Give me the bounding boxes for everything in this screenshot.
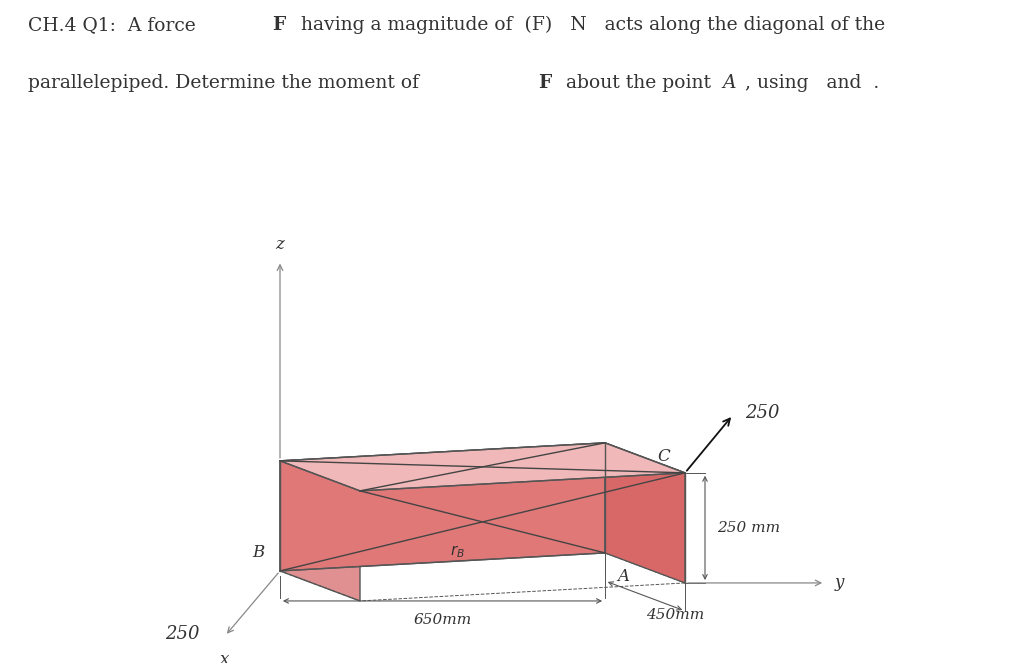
Text: about the point: about the point [560,74,717,92]
Polygon shape [280,443,605,571]
Text: A: A [722,74,736,92]
Text: having a magnitude of  (F)   N   acts along the diagonal of the: having a magnitude of (F) N acts along t… [295,16,885,34]
Text: B: B [252,544,265,561]
Polygon shape [605,443,685,583]
Text: 250: 250 [745,404,780,422]
Text: 650mm: 650mm [413,613,471,627]
Text: $r_B$: $r_B$ [450,544,465,560]
Text: A: A [617,568,629,585]
Text: parallelepiped. Determine the moment of: parallelepiped. Determine the moment of [28,74,425,92]
Text: 250: 250 [166,625,200,643]
Text: F: F [538,74,551,92]
Text: , using   and  .: , using and . [745,74,879,92]
Polygon shape [280,443,685,491]
Text: 450mm: 450mm [646,608,704,622]
Text: 250 mm: 250 mm [717,521,780,535]
Text: y: y [835,574,844,591]
Text: F: F [272,16,285,34]
Polygon shape [280,461,360,601]
Text: C: C [657,448,670,465]
Text: z: z [276,235,284,253]
Text: CH.4 Q1:  A force: CH.4 Q1: A force [28,16,201,34]
Text: x: x [221,651,230,663]
